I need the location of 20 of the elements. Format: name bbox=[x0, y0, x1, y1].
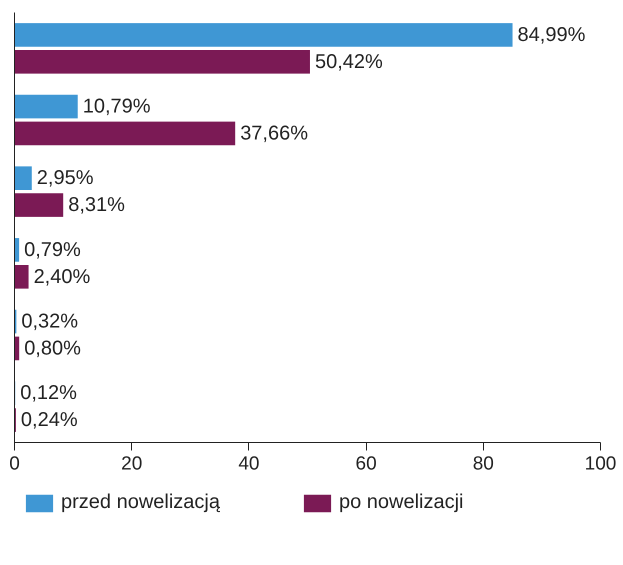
data-label: 2,95% bbox=[36, 167, 94, 190]
data-label: 0,32% bbox=[21, 310, 78, 333]
data-label: 2,40% bbox=[34, 266, 90, 288]
data-label: 10,79% bbox=[82, 96, 151, 118]
data-label: 8,31% bbox=[68, 194, 126, 216]
legend-label: przed nowelizacją bbox=[61, 491, 220, 514]
data-label: 0,12% bbox=[20, 382, 78, 404]
data-label: 37,66% bbox=[240, 122, 308, 144]
data-label: 84,99% bbox=[518, 24, 586, 46]
data-label: 0,24% bbox=[20, 409, 78, 432]
x-tick-label: 100 bbox=[584, 454, 616, 474]
x-tick-label: 60 bbox=[356, 454, 377, 474]
x-tick-label: 0 bbox=[9, 454, 20, 474]
data-label: 0,79% bbox=[24, 238, 82, 261]
data-label: 0,80% bbox=[24, 337, 82, 360]
x-tick-label: 20 bbox=[121, 454, 142, 474]
x-tick-label: 40 bbox=[238, 454, 260, 474]
x-tick-label: 80 bbox=[472, 454, 494, 474]
legend-label: po nowelizacji bbox=[338, 491, 464, 514]
data-label: 50,42% bbox=[314, 50, 384, 73]
